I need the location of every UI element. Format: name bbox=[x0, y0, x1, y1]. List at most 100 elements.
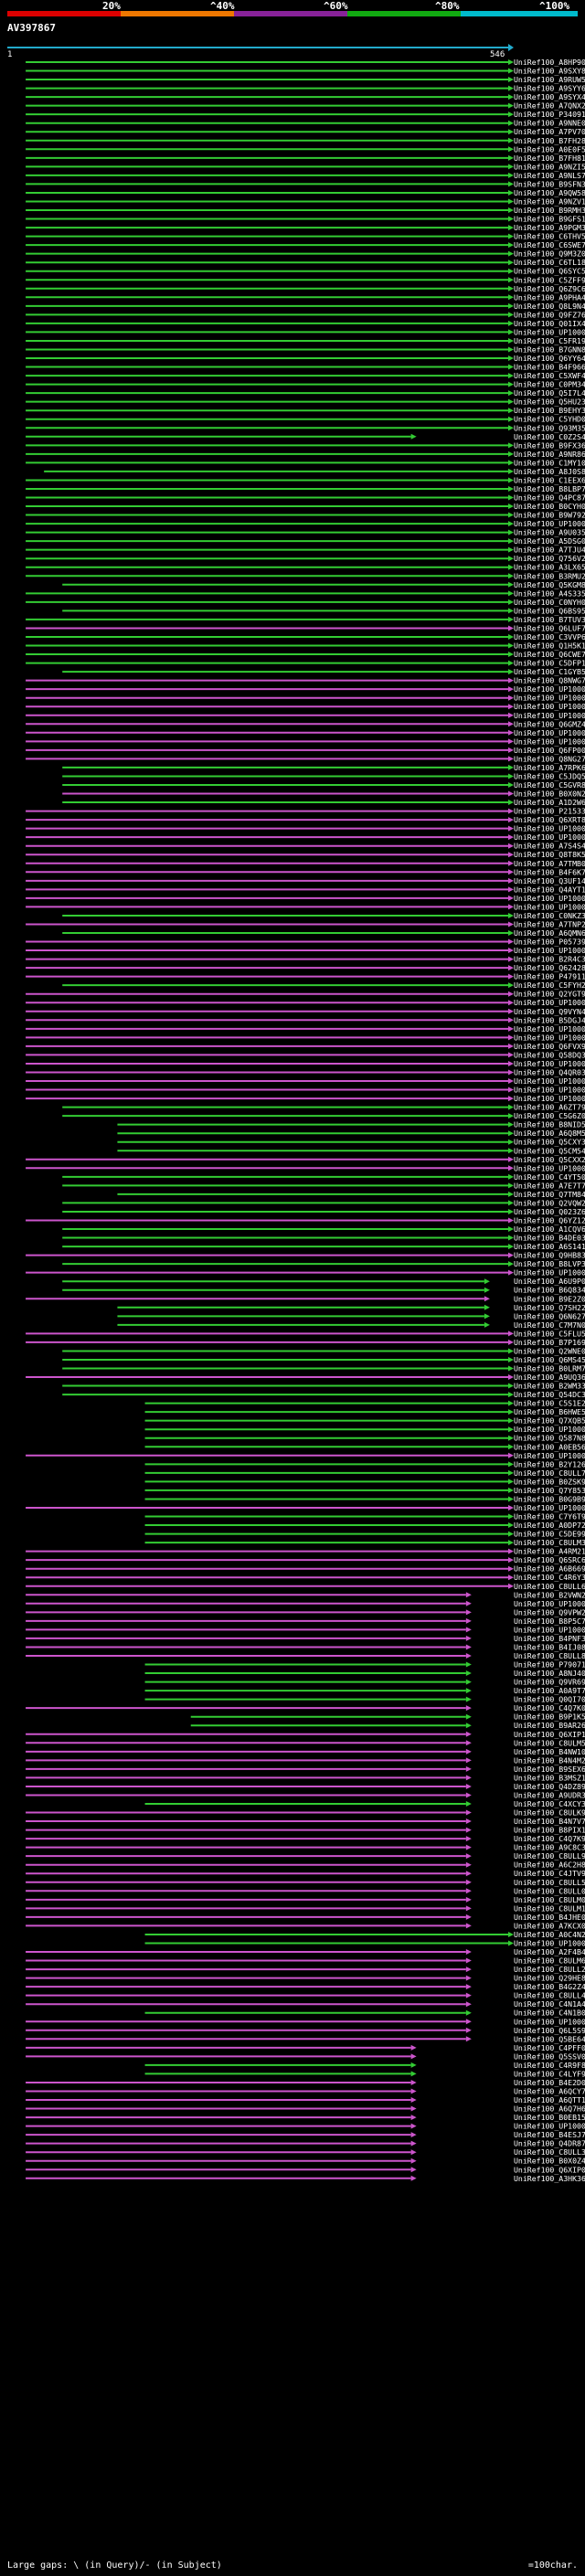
hit-arrow bbox=[508, 869, 514, 875]
hit-arrow bbox=[465, 1592, 472, 1598]
hit-label: UniRef100_B5DGJ4 bbox=[514, 1015, 585, 1024]
hit-arrow bbox=[508, 77, 514, 83]
hit-arrow bbox=[508, 294, 514, 301]
hit-arrow bbox=[508, 207, 514, 214]
hit-label: UniRef100_Q29HE8 bbox=[514, 1974, 585, 1983]
hit-label: UniRef100_A6ZT79 bbox=[514, 1103, 585, 1112]
hit-arrow bbox=[508, 1548, 514, 1554]
hit-arrow bbox=[465, 1844, 472, 1850]
hit-label: UniRef100_UP1000... bbox=[514, 1625, 585, 1634]
hit-label: UniRef100_UP1000... bbox=[514, 1094, 585, 1103]
hit-arrow bbox=[465, 1975, 472, 1981]
hit-label: UniRef100_C3VVP6 bbox=[514, 632, 585, 641]
hit-label: UniRef100_B9EHY3 bbox=[514, 406, 585, 415]
hit-label: UniRef100_B4NW10 bbox=[514, 1747, 585, 1756]
hit-arrow bbox=[508, 1444, 514, 1450]
hit-arrow bbox=[410, 2088, 417, 2094]
hit-arrow bbox=[484, 1296, 490, 1302]
hit-arrow bbox=[465, 1652, 472, 1659]
hit-arrow bbox=[465, 1748, 472, 1754]
hit-label: UniRef100_C4XCY3 bbox=[514, 1799, 585, 1808]
query-end-label: 546 bbox=[490, 50, 505, 59]
hit-label: UniRef100_A6U9P0 bbox=[514, 1277, 585, 1286]
hit-arrow bbox=[508, 1244, 514, 1250]
hit-arrow bbox=[508, 451, 514, 457]
hit-arrow bbox=[508, 1452, 514, 1458]
hit-label: UniRef100_C5FR19 bbox=[514, 336, 585, 345]
footer-legend: Large gaps: \ (in Query)/- (in Subject) bbox=[7, 2560, 222, 2571]
hit-label: UniRef100_C8ULL7 bbox=[514, 1468, 585, 1478]
hit-label: UniRef100_Q4QR03 bbox=[514, 1067, 585, 1076]
hit-label: UniRef100_A7S4S4 bbox=[514, 842, 585, 851]
hit-arrow bbox=[508, 1469, 514, 1476]
hit-arrow bbox=[410, 2132, 417, 2138]
hit-arrow bbox=[508, 512, 514, 518]
hit-label: UniRef100_A9NZV1 bbox=[514, 196, 585, 206]
scale-seg-60 bbox=[234, 11, 347, 16]
hit-arrow bbox=[465, 1609, 472, 1616]
hit-label: UniRef100_C8ULM5 bbox=[514, 1738, 585, 1747]
hit-label: UniRef100_A9C8C3 bbox=[514, 1843, 585, 1852]
hit-arrow bbox=[508, 852, 514, 858]
hit-arrow bbox=[508, 146, 514, 153]
hit-arrow bbox=[465, 1888, 472, 1894]
hit-label: UniRef100_A8NJ40 bbox=[514, 1669, 585, 1678]
hit-arrow bbox=[508, 381, 514, 387]
hit-label: UniRef100_B9RMH3 bbox=[514, 206, 585, 215]
hit-arrow bbox=[465, 1635, 472, 1641]
hit-label: UniRef100_UP1000... bbox=[514, 1163, 585, 1172]
hit-label: UniRef100_C5FYH2 bbox=[514, 981, 585, 990]
hit-arrow bbox=[508, 1217, 514, 1224]
hit-arrow bbox=[508, 573, 514, 579]
hit-arrow bbox=[508, 1392, 514, 1398]
hit-label: UniRef100_B4G2Z4 bbox=[514, 1982, 585, 1991]
hit-arrow bbox=[465, 1818, 472, 1825]
hit-arrow bbox=[508, 285, 514, 292]
footer-scale-note: =100char. bbox=[527, 2560, 578, 2571]
hit-arrow bbox=[508, 111, 514, 118]
hit-label: UniRef100_C8ULL6 bbox=[514, 1582, 585, 1591]
hit-arrow bbox=[465, 2001, 472, 2008]
hit-arrow bbox=[508, 1008, 514, 1014]
hit-label: UniRef100_A9RUW5 bbox=[514, 75, 585, 84]
scale-seg-40 bbox=[121, 11, 234, 16]
hit-arrow bbox=[465, 2019, 472, 2025]
hit-label: UniRef100_B4DE03 bbox=[514, 1234, 585, 1243]
hit-label: UniRef100_A9NNE0 bbox=[514, 119, 585, 128]
hit-arrow bbox=[508, 1374, 514, 1381]
hit-label: UniRef100_Q756V2 bbox=[514, 554, 585, 563]
hit-arrow bbox=[508, 973, 514, 980]
hit-arrow bbox=[484, 1304, 490, 1310]
hit-label: UniRef100_A7RPK6 bbox=[514, 763, 585, 772]
hit-arrow bbox=[508, 250, 514, 257]
query-title: AV397867 bbox=[7, 22, 56, 34]
hit-label: UniRef100_A9NLS7 bbox=[514, 171, 585, 180]
hit-arrow bbox=[508, 1356, 514, 1362]
hit-label: UniRef100_A6QMN6 bbox=[514, 928, 585, 938]
hit-arrow bbox=[508, 948, 514, 954]
hit-arrow bbox=[508, 260, 514, 266]
hit-arrow bbox=[465, 1705, 472, 1712]
hit-arrow bbox=[508, 1269, 514, 1276]
hit-label: UniRef100_C8ULL2 bbox=[514, 1965, 585, 1974]
hit-label: UniRef100_A7TJU4 bbox=[514, 546, 585, 555]
hit-arrow bbox=[508, 599, 514, 605]
hit-label: UniRef100_Q6XRT8 bbox=[514, 815, 585, 824]
hit-label: UniRef100_B6Q834 bbox=[514, 1286, 585, 1295]
hit-arrow bbox=[410, 2062, 417, 2068]
hit-arrow bbox=[410, 2157, 417, 2164]
hit-arrow bbox=[508, 216, 514, 222]
hit-label: UniRef100_C8ULM1 bbox=[514, 1903, 585, 1913]
hit-arrow bbox=[508, 1156, 514, 1162]
hit-arrow bbox=[508, 1060, 514, 1066]
hit-label: UniRef100_A1CQV6 bbox=[514, 1224, 585, 1234]
hit-arrow bbox=[508, 1104, 514, 1110]
hit-label: UniRef100_A2F4B4 bbox=[514, 1947, 585, 1956]
hit-label: UniRef100_Q4PC87 bbox=[514, 493, 585, 503]
hit-arrow bbox=[508, 521, 514, 527]
hit-arrow bbox=[508, 485, 514, 492]
hit-arrow bbox=[508, 1200, 514, 1206]
hit-label: UniRef100_Q5HU23 bbox=[514, 398, 585, 407]
hit-arrow bbox=[508, 373, 514, 379]
